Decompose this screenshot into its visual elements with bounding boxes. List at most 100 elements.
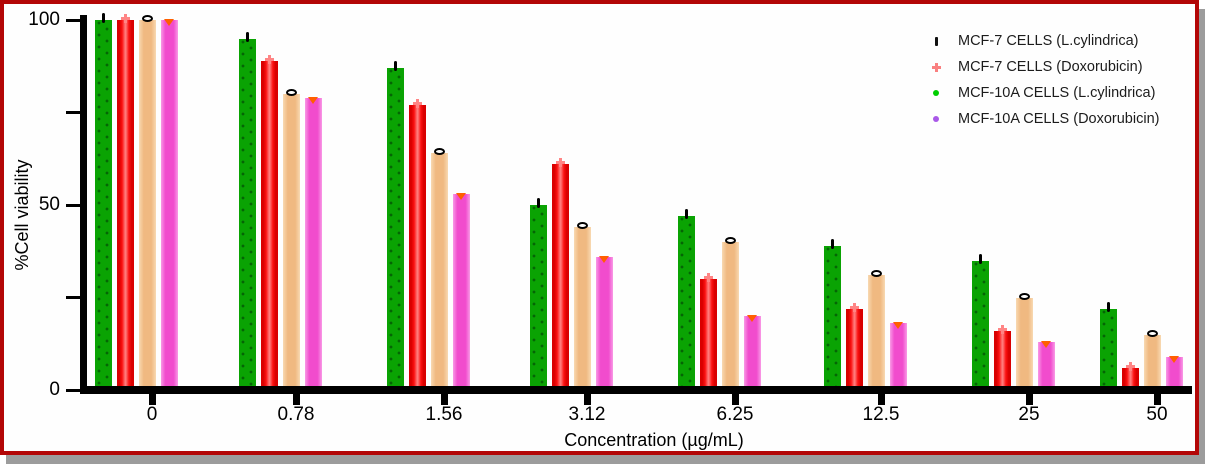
bar — [1037, 341, 1055, 390]
salmon-plus-marker-icon — [1125, 361, 1135, 371]
black-ring-marker-icon — [576, 222, 588, 230]
legend-item: MCF-7 CELLS (Doxorubicin) — [928, 54, 1159, 80]
bar — [304, 97, 322, 390]
bar — [971, 260, 989, 390]
x-tick — [731, 394, 739, 405]
bar — [889, 323, 907, 390]
bar — [386, 68, 404, 390]
x-tick — [1025, 394, 1033, 405]
legend-item: MCF-10A CELLS (L.cylindrica) — [928, 80, 1159, 106]
y-tick-label: 100 — [28, 9, 60, 30]
bar — [1099, 308, 1117, 390]
bar — [867, 275, 885, 390]
orange-triangle-marker-icon — [599, 255, 609, 263]
bar — [699, 279, 717, 390]
x-tick — [1153, 394, 1161, 405]
x-tick-label: 6.25 — [716, 404, 754, 425]
bar — [94, 20, 112, 390]
legend-label: MCF-10A CELLS (L.cylindrica) — [958, 85, 1156, 101]
bar — [743, 316, 761, 390]
bar — [116, 20, 134, 390]
bar — [260, 60, 278, 390]
black-tick-marker-icon — [830, 238, 834, 249]
y-axis-line — [80, 15, 87, 394]
x-tick-label: 1.56 — [425, 404, 463, 425]
x-tick — [148, 394, 156, 405]
orange-triangle-marker-icon — [164, 19, 174, 26]
black-tick-marker-icon — [1106, 301, 1110, 312]
legend-label: MCF-10A CELLS (Doxorubicin) — [958, 111, 1160, 127]
x-tick — [583, 394, 591, 405]
x-tick — [292, 394, 300, 405]
legend-label: MCF-7 CELLS (Doxorubicin) — [958, 59, 1143, 75]
bar — [238, 38, 256, 390]
x-tick — [440, 394, 448, 405]
salmon-plus-marker-icon — [849, 302, 859, 312]
bar — [452, 193, 470, 390]
y-minor-tick — [66, 296, 81, 299]
salmon-plus-marker-icon — [412, 99, 422, 109]
bar — [1015, 297, 1033, 390]
bar — [160, 20, 178, 390]
x-tick-label: 50 — [1146, 404, 1168, 425]
bar — [1165, 356, 1183, 390]
salmon-plus-marker-icon — [555, 158, 565, 168]
bar — [408, 105, 426, 390]
black-tick-marker-icon — [684, 209, 688, 220]
plus-marker-icon — [928, 62, 944, 72]
bar — [529, 205, 547, 390]
orange-triangle-marker-icon — [456, 192, 466, 200]
orange-triangle-marker-icon — [893, 322, 903, 330]
black-ring-marker-icon — [285, 89, 297, 96]
bar — [1121, 367, 1139, 390]
orange-triangle-marker-icon — [1169, 355, 1179, 363]
y-tick-label: 0 — [49, 379, 60, 400]
violet-dot-marker-icon — [928, 116, 944, 122]
x-axis-title: Concentration (µg/mL) — [564, 430, 744, 450]
y-tick-label: 50 — [38, 194, 60, 215]
black-tick-marker-icon — [101, 13, 105, 23]
bar — [845, 308, 863, 390]
y-tick — [66, 203, 81, 207]
legend-label: MCF-7 CELLS (L.cylindrica) — [958, 33, 1139, 49]
black-tick-marker-icon — [536, 198, 540, 208]
legend-item: MCF-7 CELLS (L.cylindrica) — [928, 28, 1159, 54]
bar — [677, 216, 695, 390]
bar — [551, 164, 569, 390]
salmon-plus-marker-icon — [264, 54, 274, 64]
orange-triangle-marker-icon — [1041, 340, 1051, 348]
black-tick-marker-icon — [928, 36, 944, 46]
black-ring-marker-icon — [724, 237, 736, 244]
black-ring-marker-icon — [433, 148, 445, 156]
bar — [138, 20, 156, 390]
x-tick — [877, 394, 885, 405]
salmon-plus-marker-icon — [703, 273, 713, 282]
bar — [1143, 334, 1161, 390]
bar — [282, 94, 300, 390]
legend-item: MCF-10A CELLS (Doxorubicin) — [928, 106, 1159, 132]
y-tick — [66, 388, 81, 392]
y-minor-tick — [66, 111, 81, 114]
black-tick-marker-icon — [978, 253, 982, 264]
bar — [721, 242, 739, 390]
legend: MCF-7 CELLS (L.cylindrica) MCF-7 CELLS (… — [928, 28, 1159, 132]
black-ring-marker-icon — [1146, 329, 1158, 337]
x-axis-line — [80, 386, 1192, 394]
x-tick-label: 3.12 — [568, 404, 606, 425]
black-ring-marker-icon — [870, 270, 882, 278]
x-tick-label: 0.78 — [277, 404, 315, 425]
bar — [993, 330, 1011, 390]
salmon-plus-marker-icon — [120, 14, 130, 23]
black-ring-marker-icon — [141, 15, 153, 22]
bar — [823, 245, 841, 390]
x-tick-label: 25 — [1018, 404, 1040, 425]
black-tick-marker-icon — [245, 31, 249, 42]
black-tick-marker-icon — [393, 61, 397, 72]
bar — [430, 153, 448, 390]
salmon-plus-marker-icon — [997, 324, 1007, 334]
green-dot-marker-icon — [928, 90, 944, 96]
x-tick-label: 12.5 — [862, 404, 900, 425]
bar — [573, 227, 591, 390]
